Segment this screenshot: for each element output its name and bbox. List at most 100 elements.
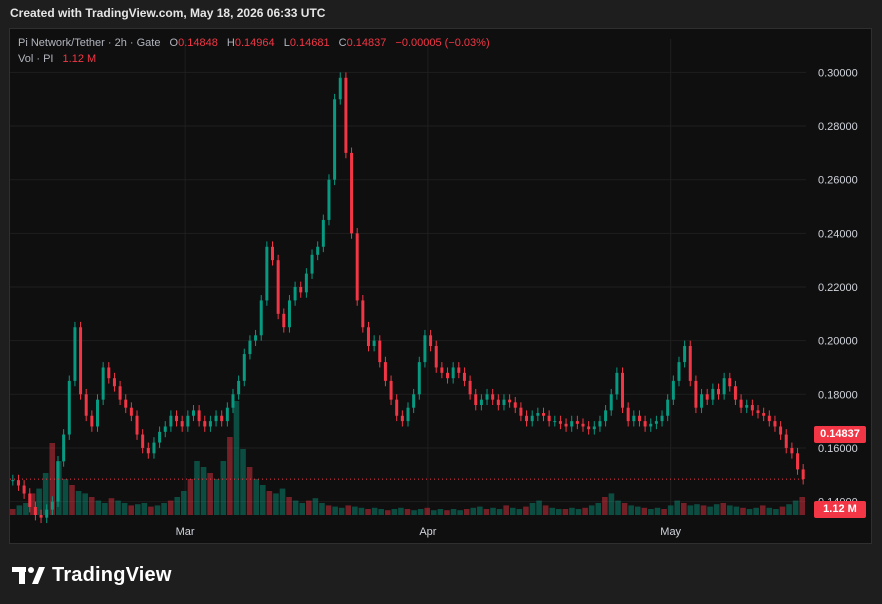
- candle-body: [163, 426, 167, 432]
- candle-body: [79, 327, 83, 395]
- candle-body: [575, 421, 579, 424]
- volume-bar: [312, 498, 319, 515]
- candle-body: [671, 380, 675, 400]
- legend-open-value: 0.14848: [178, 37, 218, 49]
- candle-body: [440, 367, 444, 373]
- candle-body: [412, 394, 416, 408]
- legend-open-label: O: [169, 37, 179, 49]
- legend-volume-label[interactable]: Vol · PI: [18, 53, 54, 65]
- last-price-badge: 0.14837: [814, 426, 866, 443]
- candle-body: [96, 399, 100, 427]
- legend-symbol[interactable]: Pi Network/Tether · 2h · Gate: [18, 37, 161, 49]
- candle-body: [666, 399, 670, 416]
- chart-frame[interactable]: 0.30000 0.28000 0.26000 0.24000 0.22000 0.200…: [9, 28, 872, 544]
- volume-bar: [306, 500, 312, 515]
- legend-close-value: 0.14837: [346, 37, 387, 49]
- candle-body: [592, 426, 596, 430]
- candle-body: [124, 399, 128, 408]
- volume-bar: [733, 506, 740, 515]
- candle-body: [28, 493, 32, 507]
- candle-body: [457, 367, 461, 373]
- volume-bar: [727, 505, 733, 515]
- volume-bar: [29, 493, 36, 515]
- candle-body: [107, 367, 111, 379]
- candle-body: [587, 426, 591, 430]
- volume-bar: [746, 509, 753, 515]
- volume-bar: [207, 473, 213, 515]
- candle-body: [225, 407, 229, 422]
- volume-bar: [582, 507, 588, 515]
- candle-body: [62, 434, 66, 462]
- candle-body: [626, 407, 630, 422]
- candle-body: [694, 380, 698, 408]
- candle-body: [316, 246, 320, 255]
- last-volume-badge: 1.12 M: [814, 501, 866, 518]
- candle-body: [327, 179, 331, 220]
- volume-bar: [384, 510, 391, 515]
- candle-body: [265, 246, 269, 301]
- volume-bar: [286, 497, 292, 515]
- candle-body: [417, 362, 421, 395]
- candle-body: [84, 394, 88, 416]
- candle-body: [158, 431, 162, 443]
- candle-body: [366, 327, 370, 347]
- volume-bar: [141, 503, 148, 515]
- volume-bar: [62, 479, 69, 515]
- candle-body: [191, 410, 195, 416]
- footer-brand[interactable]: TradingView: [12, 562, 172, 588]
- candle-body: [604, 410, 608, 422]
- candle-body: [570, 421, 574, 427]
- candle-body: [733, 386, 737, 400]
- candle-body: [16, 480, 20, 486]
- legend-ohlc: Pi Network/Tether · 2h · Gate O0.14848 H…: [18, 37, 490, 49]
- volume-bar: [641, 507, 648, 515]
- y-tick-label: 0.20000: [818, 336, 858, 348]
- volume-bar: [740, 507, 746, 515]
- candle-body: [389, 380, 393, 400]
- candle-body: [801, 469, 805, 480]
- candle-body: [50, 501, 54, 510]
- volume-bar: [299, 503, 306, 515]
- candle-body: [564, 423, 568, 427]
- candle-body: [333, 99, 337, 180]
- volume-bar: [187, 479, 194, 515]
- x-tick-label: Mar: [176, 526, 195, 538]
- y-tick-label: 0.16000: [818, 443, 858, 455]
- volume-bar: [259, 485, 266, 515]
- volume-bar: [279, 488, 286, 515]
- candle-body: [39, 515, 43, 518]
- volume-bar: [240, 449, 246, 515]
- candle-body: [598, 421, 602, 427]
- candle-body: [558, 421, 562, 424]
- candle-body: [790, 447, 794, 454]
- candle-body: [446, 372, 450, 379]
- candle-body: [169, 415, 173, 427]
- candle-body: [429, 335, 433, 347]
- candle-body: [248, 340, 252, 355]
- volume-bar: [121, 503, 128, 515]
- footer-brand-name: TradingView: [52, 563, 172, 586]
- candle-body: [135, 415, 139, 435]
- volume-bar: [365, 509, 371, 515]
- volume-bar: [483, 509, 490, 515]
- volume-bar: [529, 503, 536, 515]
- y-tick-label: 0.22000: [818, 282, 858, 294]
- volume-bar: [615, 500, 621, 515]
- volume-bar: [352, 506, 358, 515]
- candle-body: [711, 388, 715, 400]
- price-chart[interactable]: 0.30000 0.28000 0.26000 0.24000 0.22000 0.200…: [10, 29, 871, 543]
- volume-bar: [496, 509, 503, 515]
- volume-bar: [542, 505, 549, 515]
- volume-bar: [523, 506, 529, 515]
- candle-body: [56, 461, 60, 502]
- candle-body: [716, 388, 720, 395]
- volume-bar: [134, 504, 141, 515]
- candle-body: [208, 421, 212, 427]
- volume-bar: [792, 500, 799, 515]
- volume-bar: [588, 505, 595, 515]
- candle-body: [220, 415, 224, 422]
- candle-body: [355, 233, 359, 301]
- candle-body: [513, 402, 517, 408]
- candle-body: [175, 415, 179, 422]
- candle-body: [779, 426, 783, 435]
